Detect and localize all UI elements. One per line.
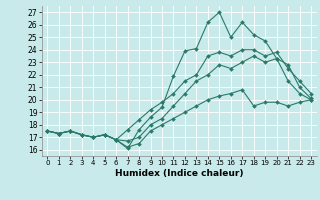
- X-axis label: Humidex (Indice chaleur): Humidex (Indice chaleur): [115, 169, 244, 178]
